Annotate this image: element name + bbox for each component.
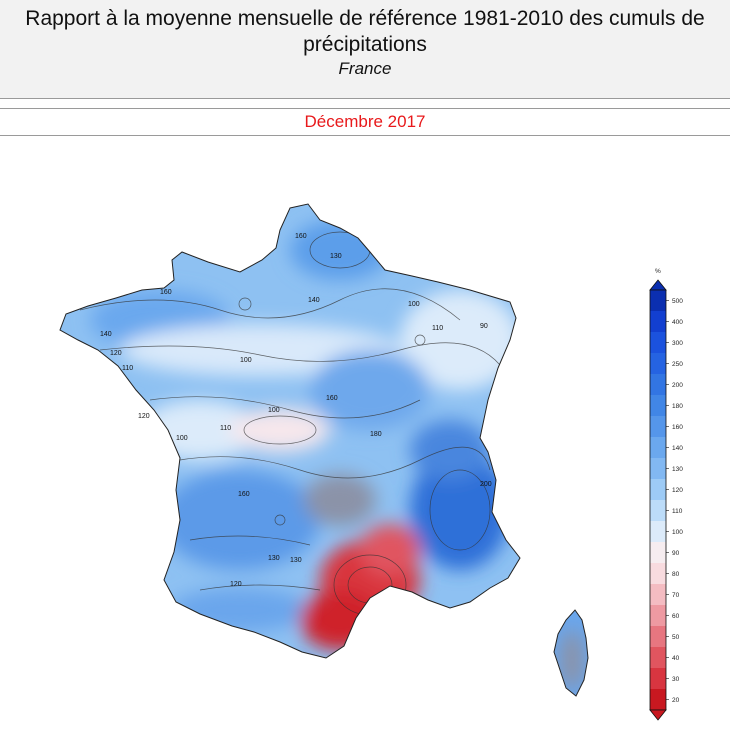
legend-unit: % xyxy=(655,268,661,275)
contour-label: 180 xyxy=(370,431,382,438)
legend-swatch xyxy=(650,563,666,585)
legend-label: 30 xyxy=(672,676,680,683)
contour-label: 90 xyxy=(480,323,488,330)
legend-label: 130 xyxy=(672,466,683,473)
legend-swatch xyxy=(650,521,666,543)
period-label: Décembre 2017 xyxy=(0,109,730,136)
legend-swatch xyxy=(650,479,666,501)
legend-label: 80 xyxy=(672,571,680,578)
corsica-fill xyxy=(554,610,588,696)
contour-label: 140 xyxy=(308,297,320,304)
contour-label: 130 xyxy=(290,557,302,564)
legend-swatch xyxy=(650,290,666,312)
legend-swatch xyxy=(650,395,666,417)
contour-label: 120 xyxy=(230,581,242,588)
legend-swatch xyxy=(650,374,666,396)
contour-labels: 160 130 140 110 100 90 160 140 120 110 1… xyxy=(100,233,492,588)
legend-label: 180 xyxy=(672,403,683,410)
contour-label: 200 xyxy=(480,481,492,488)
mainland-border xyxy=(59,203,521,659)
legend-swatch xyxy=(650,626,666,648)
legend-label: 60 xyxy=(672,613,680,620)
contour-label: 100 xyxy=(240,357,252,364)
contour-label: 130 xyxy=(330,253,342,260)
contour-label: 100 xyxy=(176,435,188,442)
legend-svg: % 500 400 300 250 200 180 160 140 130 120 110 100 90 8… xyxy=(649,268,683,721)
legend-label: 500 xyxy=(672,298,683,305)
corsica-border xyxy=(553,609,589,697)
contour-label: 160 xyxy=(326,395,338,402)
legend-swatch xyxy=(650,458,666,480)
contour-label: 160 xyxy=(160,289,172,296)
legend-label: 400 xyxy=(672,319,683,326)
color-legend: % 500 400 300 250 200 180 160 140 130 120 110 100 90 8… xyxy=(640,262,730,722)
legend-label: 70 xyxy=(672,592,680,599)
contour-label: 120 xyxy=(110,350,122,357)
legend-label: 40 xyxy=(672,655,680,662)
legend-swatch xyxy=(650,584,666,606)
legend-swatch xyxy=(650,353,666,375)
map-svg: 160 130 140 110 100 90 160 140 120 110 1… xyxy=(59,203,589,697)
map-subtitle: France xyxy=(338,59,392,78)
legend-swatch xyxy=(650,500,666,522)
legend-arrow-bottom xyxy=(649,709,667,721)
header: Rapport à la moyenne mensuelle de référe… xyxy=(0,0,730,99)
legend-label: 200 xyxy=(672,382,683,389)
contour-label: 120 xyxy=(138,413,150,420)
legend-label: 110 xyxy=(672,508,683,515)
legend-swatch xyxy=(650,647,666,669)
legend-swatch xyxy=(650,542,666,564)
contour-label: 110 xyxy=(432,325,443,332)
contour-label: 130 xyxy=(268,555,280,562)
mainland-fill xyxy=(60,204,520,658)
legend-swatch xyxy=(650,416,666,438)
legend-label: 20 xyxy=(672,697,680,704)
legend-swatch xyxy=(650,311,666,333)
contour-label: 140 xyxy=(100,331,112,338)
france-precipitation-map: 160 130 140 110 100 90 160 140 120 110 1… xyxy=(40,190,620,720)
separator xyxy=(0,108,730,109)
legend-label: 100 xyxy=(672,529,683,536)
contour-label: 160 xyxy=(295,233,307,240)
legend-swatch xyxy=(650,332,666,354)
contour-label: 110 xyxy=(220,425,231,432)
legend-swatch xyxy=(650,437,666,459)
legend-label: 250 xyxy=(672,361,683,368)
legend-swatch xyxy=(650,689,666,711)
legend-arrow-top xyxy=(649,279,667,291)
map-title: Rapport à la moyenne mensuelle de référe… xyxy=(25,7,705,56)
legend-label: 50 xyxy=(672,634,680,641)
legend-label: 300 xyxy=(672,340,683,347)
legend-label: 140 xyxy=(672,445,683,452)
contour-label: 100 xyxy=(408,301,420,308)
contour-label: 110 xyxy=(122,365,133,372)
legend-swatch xyxy=(650,605,666,627)
contour-label: 160 xyxy=(238,491,250,498)
legend-label: 160 xyxy=(672,424,683,431)
legend-label: 90 xyxy=(672,550,680,557)
contour-label: 100 xyxy=(268,407,280,414)
legend-swatch xyxy=(650,668,666,690)
legend-label: 120 xyxy=(672,487,683,494)
